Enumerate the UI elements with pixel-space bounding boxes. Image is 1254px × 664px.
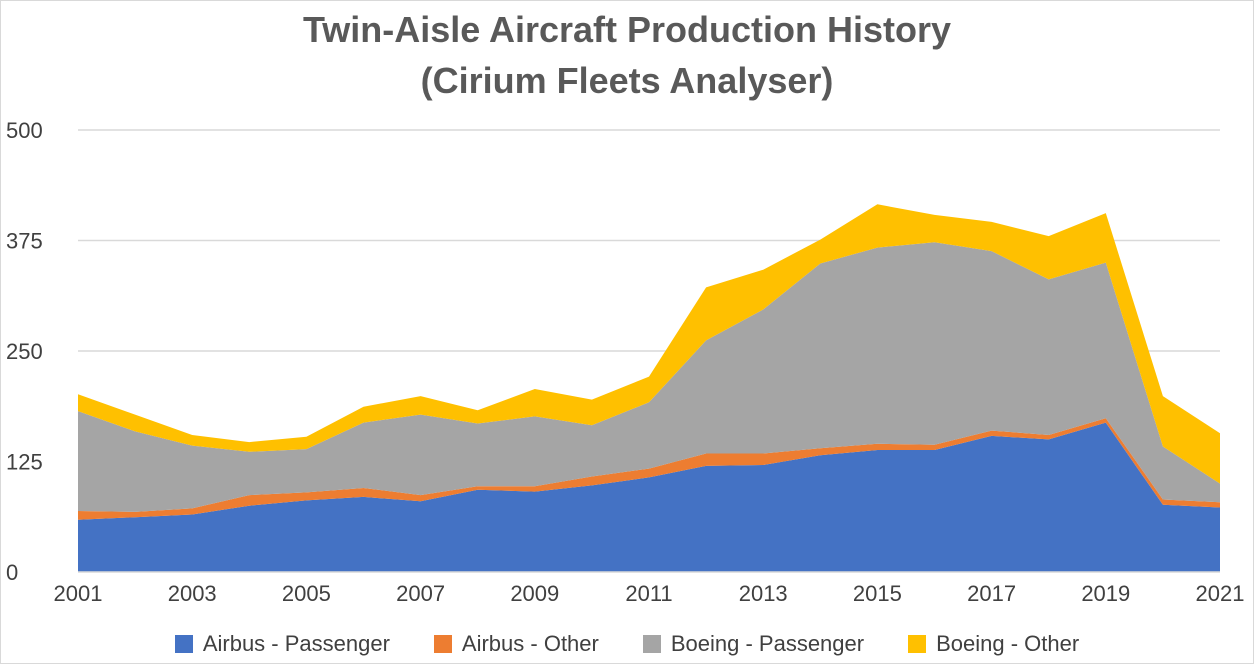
x-tick-label: 2015 (853, 581, 902, 606)
y-tick-label: 125 (6, 450, 43, 475)
legend-swatch (642, 635, 661, 653)
x-tick-label: 2001 (54, 581, 103, 606)
x-tick-label: 2007 (396, 581, 445, 606)
area-boeing-other (78, 204, 1220, 484)
y-tick-label: 250 (6, 339, 43, 364)
area-airbus-passenger (78, 422, 1220, 572)
legend-swatch (908, 635, 927, 653)
y-tick-label: 375 (6, 229, 43, 254)
x-tick-label: 2013 (739, 581, 788, 606)
legend-swatch (174, 635, 193, 653)
legend-label: Airbus - Other (461, 631, 599, 656)
legend-label: Boeing - Passenger (670, 631, 865, 656)
chart-subtitle: (Cirium Fleets Analyser) (420, 60, 834, 101)
x-tick-label: 2021 (1196, 581, 1245, 606)
y-tick-label: 500 (6, 118, 43, 143)
legend-item: Boeing - Passenger (642, 631, 865, 657)
chart-title: Twin-Aisle Aircraft Production History (302, 9, 952, 50)
legend-item: Airbus - Passenger (174, 631, 390, 657)
x-tick-label: 2003 (168, 581, 217, 606)
legend-swatch (433, 635, 452, 653)
chart-legend: Airbus - Passenger Airbus - Other Boeing -… (0, 628, 1254, 660)
area-boeing-passenger (78, 242, 1220, 512)
x-tick-label: 2019 (1081, 581, 1130, 606)
x-tick-label: 2017 (967, 581, 1016, 606)
x-tick-label: 2009 (510, 581, 559, 606)
x-tick-label: 2005 (282, 581, 331, 606)
area-airbus-other (78, 418, 1220, 520)
y-tick-label: 0 (6, 560, 18, 585)
legend-item: Boeing - Other (908, 631, 1079, 657)
x-tick-label: 2011 (625, 581, 672, 606)
legend-item: Airbus - Other (433, 631, 599, 657)
legend-label: Boeing - Other (936, 631, 1080, 656)
legend-label: Airbus - Passenger (202, 631, 390, 656)
